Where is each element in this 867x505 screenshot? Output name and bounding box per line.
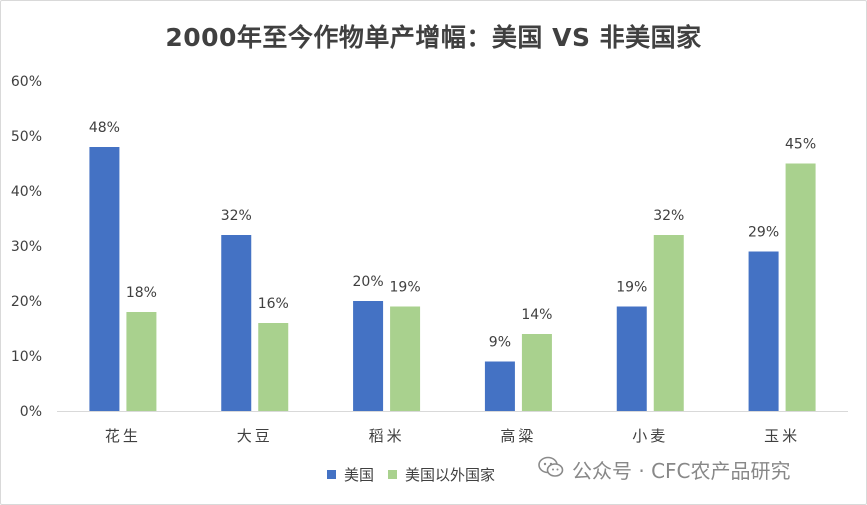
y-tick-label: 10% xyxy=(11,349,42,365)
y-tick-label: 60% xyxy=(11,74,42,90)
bar-non-us xyxy=(258,323,289,411)
data-label: 45% xyxy=(785,137,816,153)
legend-label-non-us: 美国以外国家 xyxy=(405,466,496,484)
legend-label-us: 美国 xyxy=(344,466,375,484)
y-tick-label: 20% xyxy=(11,294,42,310)
bar-non-us xyxy=(785,163,816,411)
legend-item-non-us: 美国以外国家 xyxy=(388,464,495,485)
x-tick-label: 玉米 xyxy=(764,427,800,445)
bar-non-us xyxy=(126,312,157,411)
data-label: 32% xyxy=(653,208,684,224)
x-tick-label: 稻米 xyxy=(369,427,405,445)
bar-us xyxy=(89,147,120,411)
data-label: 14% xyxy=(521,307,552,323)
watermark-text: 公众号 · CFC农产品研究 xyxy=(572,459,791,483)
bar-us xyxy=(484,361,515,411)
bar-non-us xyxy=(653,235,684,411)
data-label: 20% xyxy=(353,274,384,290)
bar-us xyxy=(748,251,779,411)
wechat-icon xyxy=(538,456,564,483)
legend-swatch-non-us xyxy=(388,470,398,479)
bar-non-us xyxy=(390,306,421,411)
bar-us xyxy=(221,235,252,411)
y-tick-label: 40% xyxy=(11,184,42,200)
x-tick-label: 高粱 xyxy=(500,427,536,445)
data-label: 29% xyxy=(748,225,779,241)
data-label: 16% xyxy=(258,296,289,312)
y-tick-label: 0% xyxy=(20,404,42,420)
data-label: 19% xyxy=(616,280,647,296)
legend: 美国 美国以外国家 xyxy=(327,464,509,485)
watermark: 公众号 · CFC农产品研究 xyxy=(538,455,791,484)
data-label: 9% xyxy=(489,335,511,351)
bar-us xyxy=(353,301,384,411)
data-label: 48% xyxy=(89,120,120,136)
bar-non-us xyxy=(521,334,552,411)
chart-title: 2000年至今作物单产增幅：美国 VS 非美国家 xyxy=(165,23,702,52)
legend-swatch-us xyxy=(327,470,336,479)
data-label: 18% xyxy=(126,285,157,301)
data-label: 32% xyxy=(221,208,252,224)
y-tick-label: 50% xyxy=(11,129,42,145)
x-tick-label: 大豆 xyxy=(237,427,273,445)
bar-us xyxy=(616,306,647,411)
x-tick-label: 小麦 xyxy=(632,427,668,445)
data-label: 19% xyxy=(390,280,421,296)
x-tick-label: 花生 xyxy=(105,427,141,445)
y-tick-label: 30% xyxy=(11,239,42,255)
legend-item-us: 美国 xyxy=(327,464,374,485)
